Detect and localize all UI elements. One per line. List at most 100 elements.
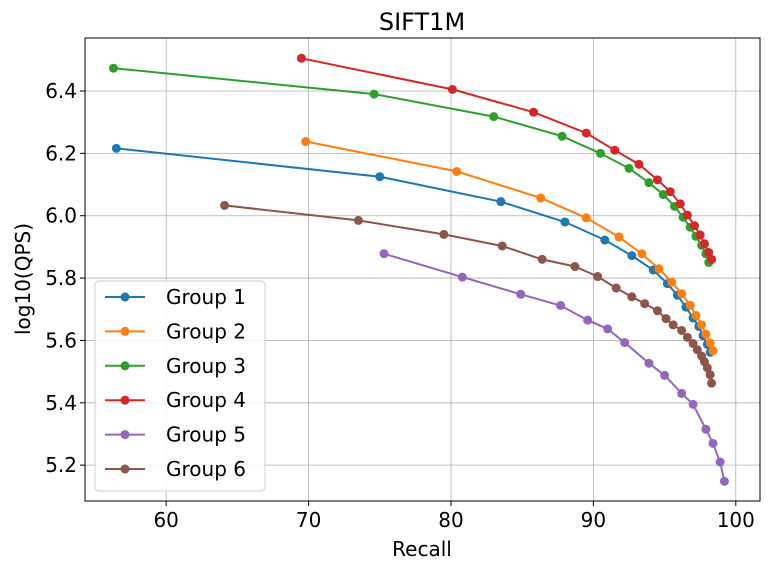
series-group-6 — [220, 200, 717, 388]
data-point — [644, 358, 654, 368]
legend: Group 1 Group 2 Group 3 Group 4 Group 5 Group… — [94, 280, 266, 492]
legend-label: Group 3 — [166, 354, 246, 378]
data-point — [689, 221, 699, 231]
data-point — [677, 388, 687, 398]
data-point — [701, 329, 711, 339]
chart-title: SIFT1M — [379, 8, 465, 36]
legend-item: Group 3 — [105, 354, 246, 378]
data-point — [624, 163, 634, 173]
data-point — [296, 53, 306, 63]
x-axis: 60 70 80 90 100 — [153, 501, 755, 532]
series-group — [108, 53, 729, 486]
data-point — [529, 107, 539, 117]
legend-item: Group 2 — [105, 319, 246, 343]
data-point — [644, 178, 654, 188]
y-tick-label: 6.2 — [45, 141, 77, 165]
data-point — [640, 299, 650, 309]
legend-item: Group 6 — [105, 457, 246, 481]
legend-marker — [120, 292, 130, 302]
series-group-5 — [379, 249, 729, 486]
data-point — [707, 254, 717, 264]
data-point — [695, 230, 705, 240]
data-point — [699, 239, 709, 249]
data-point — [439, 229, 449, 239]
data-point — [536, 193, 546, 203]
y-tick-label: 5.2 — [45, 453, 77, 477]
series-group-2 — [301, 137, 718, 356]
x-tick-label: 60 — [153, 508, 178, 532]
series-line — [224, 204, 713, 384]
legend-item: Group 1 — [105, 285, 246, 309]
data-point — [652, 306, 662, 316]
plot-frame — [84, 37, 761, 502]
legend-label: Group 6 — [166, 457, 246, 481]
y-tick-label: 5.4 — [45, 391, 77, 415]
data-point — [705, 338, 715, 348]
data-point — [682, 210, 692, 220]
data-point — [705, 370, 715, 380]
data-point — [497, 241, 507, 251]
data-point — [677, 325, 687, 335]
data-point — [111, 143, 121, 153]
data-point — [457, 272, 467, 282]
data-point — [603, 324, 613, 334]
data-point — [600, 235, 610, 245]
data-point — [560, 217, 570, 227]
data-point — [614, 232, 624, 242]
data-point — [652, 175, 662, 185]
data-point — [593, 272, 603, 282]
legend-label: Group 4 — [166, 388, 246, 412]
series-line — [305, 140, 714, 352]
data-point — [715, 457, 725, 467]
data-point — [665, 187, 675, 197]
data-point — [557, 131, 567, 141]
data-point — [708, 346, 718, 356]
data-point — [537, 254, 547, 264]
data-point — [677, 289, 687, 299]
legend-marker — [120, 395, 130, 405]
legend-marker — [120, 361, 130, 371]
data-point — [583, 315, 593, 325]
data-point — [691, 310, 701, 320]
data-point — [658, 190, 668, 200]
x-axis-label: Recall — [392, 537, 452, 561]
series-line — [301, 57, 713, 260]
data-point — [379, 249, 389, 259]
data-point — [682, 332, 692, 342]
legend-box — [94, 280, 266, 492]
data-point — [489, 112, 499, 122]
data-point — [556, 301, 566, 311]
data-point — [301, 137, 311, 147]
x-tick-label: 100 — [717, 508, 755, 532]
data-point — [570, 262, 580, 272]
data-point — [660, 370, 670, 380]
x-tick-label: 70 — [296, 508, 321, 532]
data-point — [675, 199, 685, 209]
data-point — [610, 145, 620, 155]
data-point — [353, 215, 363, 225]
x-tick-label: 80 — [438, 508, 463, 532]
data-point — [702, 363, 712, 373]
data-point — [668, 320, 678, 330]
legend-label: Group 1 — [166, 285, 246, 309]
data-point — [611, 283, 621, 293]
data-point — [627, 251, 637, 261]
x-tick-label: 90 — [581, 508, 606, 532]
data-point — [697, 320, 707, 330]
data-point — [701, 424, 711, 434]
data-point — [620, 338, 630, 348]
legend-label: Group 5 — [166, 423, 246, 447]
series-line — [383, 252, 726, 482]
data-point — [220, 200, 230, 210]
data-point — [581, 128, 591, 138]
legend-item: Group 4 — [105, 388, 246, 412]
y-tick-label: 6.0 — [45, 204, 77, 228]
y-tick-label: 6.4 — [45, 79, 77, 103]
y-tick-label: 5.6 — [45, 328, 77, 352]
data-point — [375, 172, 385, 182]
data-point — [369, 89, 379, 99]
series-group-4 — [296, 53, 717, 264]
data-point — [704, 248, 714, 258]
legend-marker — [120, 430, 130, 440]
data-point — [685, 300, 695, 310]
